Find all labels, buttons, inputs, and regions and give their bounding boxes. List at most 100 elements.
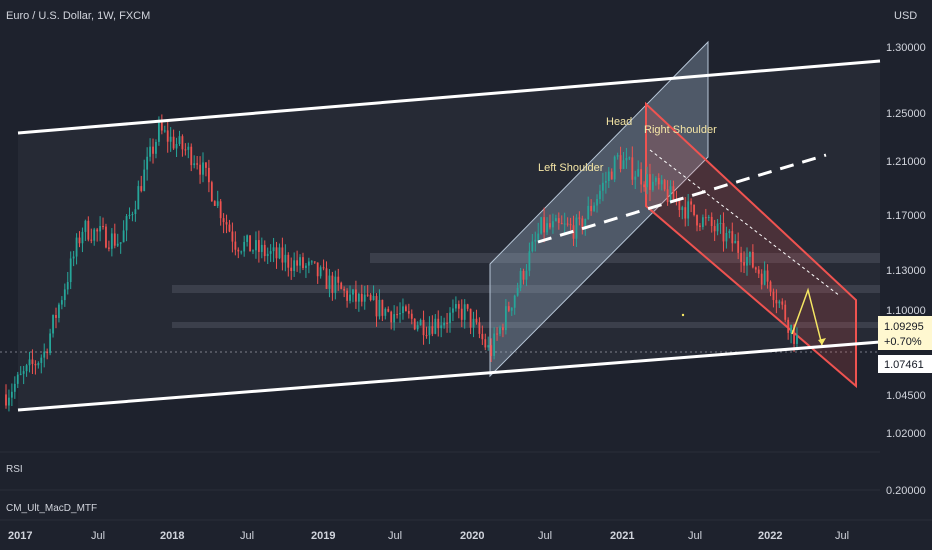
candle-body xyxy=(528,251,531,271)
candle-body xyxy=(290,267,293,272)
candle-body xyxy=(649,174,651,190)
candle-body xyxy=(452,308,454,313)
candle-body xyxy=(522,270,525,280)
candle-body xyxy=(269,251,272,254)
time-label: Jul xyxy=(91,530,105,542)
candle-body xyxy=(540,217,543,234)
descending-mid-line xyxy=(649,149,841,297)
candle-body xyxy=(796,334,798,344)
candle-body xyxy=(134,209,137,215)
candle-body xyxy=(137,186,140,210)
neckline[interactable] xyxy=(537,153,827,244)
head-label: Head xyxy=(606,116,632,128)
candle-body xyxy=(60,300,63,305)
candle-body xyxy=(534,239,537,242)
candle-body xyxy=(337,276,340,283)
candle-body xyxy=(604,181,607,183)
candle-body xyxy=(69,258,72,283)
candle-body xyxy=(690,201,693,205)
candle-body xyxy=(278,247,281,259)
candle-body xyxy=(628,157,631,159)
candle-body xyxy=(40,357,43,363)
price-tick: 1.21000 xyxy=(886,156,926,168)
candle-body xyxy=(22,371,25,374)
time-label: 2019 xyxy=(311,530,335,542)
candle-body xyxy=(531,241,534,252)
candle-body xyxy=(746,256,748,266)
candle-body xyxy=(552,221,554,228)
candle-body xyxy=(502,327,504,331)
candle-body xyxy=(343,288,346,291)
candle-body xyxy=(152,146,154,154)
candle-body xyxy=(113,233,116,246)
candle-body xyxy=(202,162,204,175)
candle-body xyxy=(416,325,419,330)
candle-body xyxy=(160,122,163,131)
candle-body xyxy=(566,223,569,225)
price-tick: 1.30000 xyxy=(886,42,926,54)
plot-area[interactable] xyxy=(0,0,880,520)
candle-body xyxy=(310,261,313,263)
candle-body xyxy=(434,318,437,334)
lower-channel-line[interactable] xyxy=(17,340,881,412)
candle-body xyxy=(431,326,434,334)
rsi-label[interactable]: RSI xyxy=(6,464,23,475)
candle-body xyxy=(325,268,328,289)
candle-body xyxy=(216,201,219,206)
candle-body xyxy=(266,253,269,257)
candle-body xyxy=(769,281,772,292)
candle-body xyxy=(413,318,416,330)
candle-body xyxy=(734,240,737,244)
candle-body xyxy=(96,229,99,232)
candle-body xyxy=(207,167,210,183)
marker-price-badge[interactable] xyxy=(878,355,932,373)
candle-body xyxy=(366,294,369,296)
candle-body xyxy=(93,229,96,241)
candle-body xyxy=(463,304,466,320)
candle-body xyxy=(299,257,301,266)
upper-channel-line[interactable] xyxy=(17,59,881,135)
candle-body xyxy=(575,217,578,239)
candle-body xyxy=(287,254,290,268)
candle-body xyxy=(319,267,322,277)
candle-body xyxy=(696,215,698,226)
candle-body xyxy=(425,335,428,337)
price-tick: 1.10000 xyxy=(886,305,926,317)
candle-body xyxy=(713,226,716,232)
candle-body xyxy=(546,223,548,233)
candle-body xyxy=(302,257,304,268)
candle-body xyxy=(16,374,19,384)
candle-body xyxy=(46,351,49,354)
candle-body xyxy=(716,223,719,232)
candle-body xyxy=(49,333,52,354)
candle-body xyxy=(257,240,260,252)
marker-price-value: 1.07461 xyxy=(884,359,924,371)
time-label: Jul xyxy=(835,530,849,542)
candle-body xyxy=(754,267,757,270)
candle-body xyxy=(710,216,713,227)
candle-body xyxy=(213,201,216,206)
support-zone-3 xyxy=(172,322,880,328)
candle-body xyxy=(599,190,601,200)
candle-body xyxy=(751,251,754,268)
candle-body xyxy=(707,216,710,219)
candle-body xyxy=(360,293,363,302)
current-price-badge[interactable] xyxy=(878,316,932,350)
symbol-title: Euro / U.S. Dollar, 1W, FXCM xyxy=(6,10,150,22)
candle-body xyxy=(775,300,778,304)
candle-body xyxy=(722,222,725,242)
candle-body xyxy=(631,157,634,180)
current-price-change: +0.70% xyxy=(884,336,922,348)
candle-body xyxy=(175,143,178,149)
candle-body xyxy=(172,136,175,149)
candle-body xyxy=(246,235,249,242)
candle-body xyxy=(284,254,287,263)
price-axis-area[interactable] xyxy=(880,0,932,550)
candle-body xyxy=(225,222,228,225)
macd-label[interactable]: CM_Ult_MacD_MTF xyxy=(6,503,97,514)
candle-body xyxy=(440,325,443,329)
candle-body xyxy=(272,247,275,252)
candle-body xyxy=(349,294,351,301)
candle-body xyxy=(363,294,366,302)
